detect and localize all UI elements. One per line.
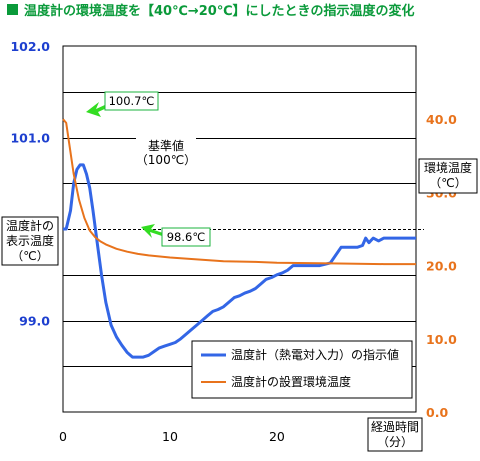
left-axis-label: 温度計の 表示温度 （℃） bbox=[1, 216, 59, 266]
right-tick-label: 0.0 bbox=[426, 405, 448, 420]
callout-peak: 100.7℃ bbox=[86, 91, 159, 117]
left-axis-label-line-3: （℃） bbox=[11, 249, 48, 263]
right-tick-label: 40.0 bbox=[426, 112, 457, 127]
right-axis-label-line-1: 環境温度 bbox=[424, 160, 472, 175]
left-tick-label: 99.0 bbox=[19, 314, 50, 329]
reference-label-line-2: （100℃） bbox=[136, 153, 196, 167]
arrow-icon bbox=[86, 102, 109, 117]
legend: 温度計（熱電対入力）の指示値 温度計の設置環境温度 bbox=[191, 340, 413, 399]
legend-label-ambient-temperature: 温度計の設置環境温度 bbox=[231, 374, 351, 389]
x-axis-ticks: 0102030 bbox=[59, 429, 392, 444]
callout-peak-value: 100.7℃ bbox=[109, 94, 155, 108]
series-line-ambient-temperature bbox=[62, 118, 416, 266]
x-tick-label: 20 bbox=[269, 429, 285, 444]
callout-min: 98.6℃ bbox=[141, 224, 211, 247]
x-tick-label: 10 bbox=[162, 429, 178, 444]
right-tick-label: 10.0 bbox=[426, 332, 457, 347]
x-axis-label-line-2: （分） bbox=[377, 435, 413, 449]
left-axis-label-line-2: 表示温度 bbox=[6, 233, 54, 248]
left-tick-label: 102.0 bbox=[10, 39, 50, 54]
reference-label: 基準値 （100℃） bbox=[136, 137, 196, 167]
callout-min-value: 98.6℃ bbox=[167, 230, 206, 244]
title-square-icon bbox=[7, 4, 18, 15]
reference-label-line-1: 基準値 bbox=[148, 138, 184, 153]
x-tick-label: 0 bbox=[59, 429, 67, 444]
series-line-indicated-value bbox=[63, 163, 416, 359]
left-tick-label: 101.0 bbox=[10, 131, 50, 146]
x-axis-label-line-1: 経過時間 bbox=[371, 420, 419, 434]
legend-label-indicated-value: 温度計（熱電対入力）の指示値 bbox=[231, 347, 399, 362]
chart-title: 温度計の環境温度を【40℃→20℃】にしたときの指示温度の変化 bbox=[24, 3, 415, 19]
left-axis-label-line-1: 温度計の bbox=[6, 218, 54, 233]
right-tick-label: 20.0 bbox=[426, 259, 457, 274]
x-axis-label: 経過時間 （分） bbox=[367, 417, 423, 452]
arrow-icon bbox=[141, 224, 163, 238]
right-axis-label: 環境温度 （℃） bbox=[418, 158, 478, 194]
right-axis-ticks: 40.030.020.010.00.0 bbox=[426, 112, 457, 420]
right-axis-label-line-2: （℃） bbox=[429, 176, 466, 190]
